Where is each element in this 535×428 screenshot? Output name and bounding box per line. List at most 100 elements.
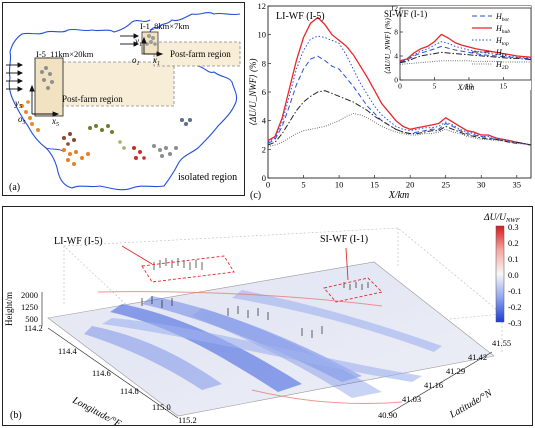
y-tick-label: 8 bbox=[394, 28, 398, 37]
post-farm-box-i5 bbox=[57, 61, 175, 107]
wind-arrows-i1 bbox=[120, 33, 140, 47]
series-line-h-top bbox=[399, 41, 532, 62]
inset-ticks: 0 5 10 15 0 4 8 12 bbox=[391, 4, 508, 91]
colorbar-tick: 0.1 bbox=[508, 254, 519, 264]
post-farm-i5-label: Post-farm region bbox=[62, 94, 123, 104]
x-tick-label: 10 bbox=[465, 82, 473, 91]
inset-chart-title: SI-WF (I-1) bbox=[384, 9, 427, 19]
colorbar-gradient bbox=[495, 225, 505, 323]
lon-tick: 115.0 bbox=[152, 402, 171, 412]
axis-x5-label: x5 bbox=[51, 116, 59, 128]
height-axis: 2000 1250 500 Height/m bbox=[4, 290, 43, 326]
y-tick-label: 10 bbox=[258, 30, 267, 40]
turbine-towers bbox=[141, 258, 369, 338]
y-tick-label: 0 bbox=[394, 76, 398, 85]
y-tick-label: 2 bbox=[262, 144, 266, 154]
main-chart-title: LI-WF (I-5) bbox=[276, 11, 325, 22]
x-tick-label: 0 bbox=[398, 82, 402, 91]
y-tick-label: 12 bbox=[391, 4, 399, 13]
main-ticks: 0 5 10 15 20 25 30 35 0 2 4 6 8 10 12 bbox=[258, 2, 522, 190]
inset-plot-frame bbox=[399, 7, 532, 81]
x-tick-label: 15 bbox=[370, 180, 379, 190]
series-line-h-top bbox=[267, 35, 532, 146]
x-tick-label: 5 bbox=[433, 82, 437, 91]
legend-label: HD bbox=[495, 48, 506, 59]
x-tick-label: 0 bbox=[266, 180, 270, 190]
height-tick: 2000 bbox=[21, 290, 38, 300]
lat-tick: 41.16 bbox=[424, 380, 443, 390]
legend-label: Htop bbox=[495, 36, 509, 47]
turbine-cluster-i1 bbox=[145, 34, 157, 46]
inset-series-lines bbox=[399, 33, 532, 65]
turbine-cluster-red bbox=[132, 146, 146, 160]
legend-label: Hbot bbox=[495, 12, 509, 23]
li-wf-box bbox=[141, 255, 235, 283]
colorbar: ΔU/UNWF 0.3 0.2 0.1 0.0 -0.1 -0.2 -0.3 bbox=[483, 213, 521, 328]
y-tick-label: 6 bbox=[262, 87, 266, 97]
colorbar-tick: -0.3 bbox=[508, 318, 521, 328]
lat-tick: 41.55 bbox=[492, 338, 511, 348]
axis-y1-label: y1 bbox=[134, 36, 142, 48]
origin1-label: o1 bbox=[132, 55, 140, 67]
series-line-h-d bbox=[399, 51, 532, 64]
colorbar-title: ΔU/UNWF bbox=[483, 213, 521, 224]
wake-deficit-light bbox=[102, 290, 442, 382]
series-line-h-bot bbox=[399, 45, 532, 63]
y-tick-label: 12 bbox=[258, 2, 267, 11]
y-tick-label: 4 bbox=[394, 52, 398, 61]
x-tick-label: 15 bbox=[500, 82, 508, 91]
main-series-lines bbox=[267, 16, 532, 147]
turbine-cluster-green bbox=[88, 124, 114, 134]
lat-tick: 41.03 bbox=[402, 394, 421, 404]
origin5-label: o5 bbox=[18, 114, 26, 126]
height-label: Height/m bbox=[4, 292, 14, 326]
turbine-cluster-orange-south bbox=[62, 148, 90, 166]
terrain-surface bbox=[47, 261, 495, 417]
inset-bg bbox=[396, 6, 531, 90]
series-line-h-2d bbox=[267, 112, 532, 147]
legend-label: H2D bbox=[495, 60, 509, 71]
panel-a-map: y5 o5 x5 o1 x1 y1 I-5_11km×20km I-1_8km×… bbox=[2, 2, 245, 196]
x-tick-label: 25 bbox=[441, 180, 450, 190]
colorbar-tick: 0.2 bbox=[508, 238, 519, 248]
li-wf-pointer bbox=[121, 245, 153, 265]
colorbar-tick: 0.0 bbox=[508, 270, 519, 280]
series-line-h-hub bbox=[267, 16, 532, 146]
turbine-cluster-i5 bbox=[40, 66, 54, 90]
inset-ylabel: ⟨ΔU/U_NWF⟩ (%) bbox=[383, 18, 392, 74]
x-tick-label: 20 bbox=[406, 180, 415, 190]
inset-line-chart: 0 5 10 15 0 4 8 12 SI-WF (I-1) X/km ⟨ΔU/U_NWF⟩ … bbox=[383, 4, 532, 92]
axes-i5 bbox=[29, 84, 60, 117]
post-farm-i1-label: Post-farm region bbox=[170, 49, 231, 59]
main-ylabel: ⟨ΔU/U_NWF⟩ (%) bbox=[248, 58, 258, 125]
colorbar-tick: 0.3 bbox=[508, 222, 519, 232]
box-i1-label: I-1_8km×7km bbox=[140, 21, 190, 31]
lon-tick: 114.2 bbox=[24, 323, 43, 333]
panel-c-chart: 0 5 10 15 20 25 30 35 0 2 4 6 8 10 12 LI-WF (I-5) X/km… bbox=[248, 2, 532, 201]
x-tick-label: 5 bbox=[301, 180, 305, 190]
main-xlabel: X/km bbox=[388, 190, 410, 201]
height-tick: 500 bbox=[25, 314, 38, 324]
legend-label: Hhub bbox=[495, 24, 510, 35]
lon-tick: 114.6 bbox=[92, 368, 111, 378]
si-wf-annotation: SI-WF (I-1) bbox=[320, 234, 368, 245]
y-tick-label: 4 bbox=[262, 116, 267, 126]
panel-a-label: (a) bbox=[9, 182, 20, 193]
height-tick: 1250 bbox=[21, 302, 38, 312]
turbine-cluster-gray-east bbox=[152, 144, 178, 158]
turbine-cluster-slate bbox=[180, 118, 192, 126]
panel-b-3d-map: LI-WF (I-5) SI-WF (I-1) 2000 1250 500 He… bbox=[2, 206, 533, 426]
main-line-chart: 0 5 10 15 20 25 30 35 0 2 4 6 8 10 12 LI-WF (I-5) X/km… bbox=[248, 2, 532, 201]
y-tick-label: 0 bbox=[262, 173, 266, 183]
panel-b-label: (b) bbox=[10, 410, 22, 421]
x-tick-label: 10 bbox=[335, 180, 344, 190]
axes-i1 bbox=[141, 36, 164, 57]
lat-tick: 41.42 bbox=[468, 352, 487, 362]
lon-tick: 114.8 bbox=[120, 386, 139, 396]
axis-x1-label: x1 bbox=[152, 55, 160, 67]
turbine-cluster-lightgreen bbox=[118, 140, 126, 150]
li-wf-annotation: LI-WF (I-5) bbox=[54, 236, 103, 247]
si-wf-pointer bbox=[345, 247, 349, 281]
